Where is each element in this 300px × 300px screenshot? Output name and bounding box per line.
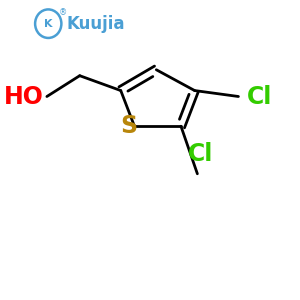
Text: Cl: Cl [247,85,272,109]
Text: Kuujia: Kuujia [67,15,125,33]
Text: ®: ® [58,8,67,17]
Text: K: K [44,19,52,29]
Text: HO: HO [4,85,44,109]
Text: S: S [120,114,137,138]
Text: Cl: Cl [188,142,213,166]
